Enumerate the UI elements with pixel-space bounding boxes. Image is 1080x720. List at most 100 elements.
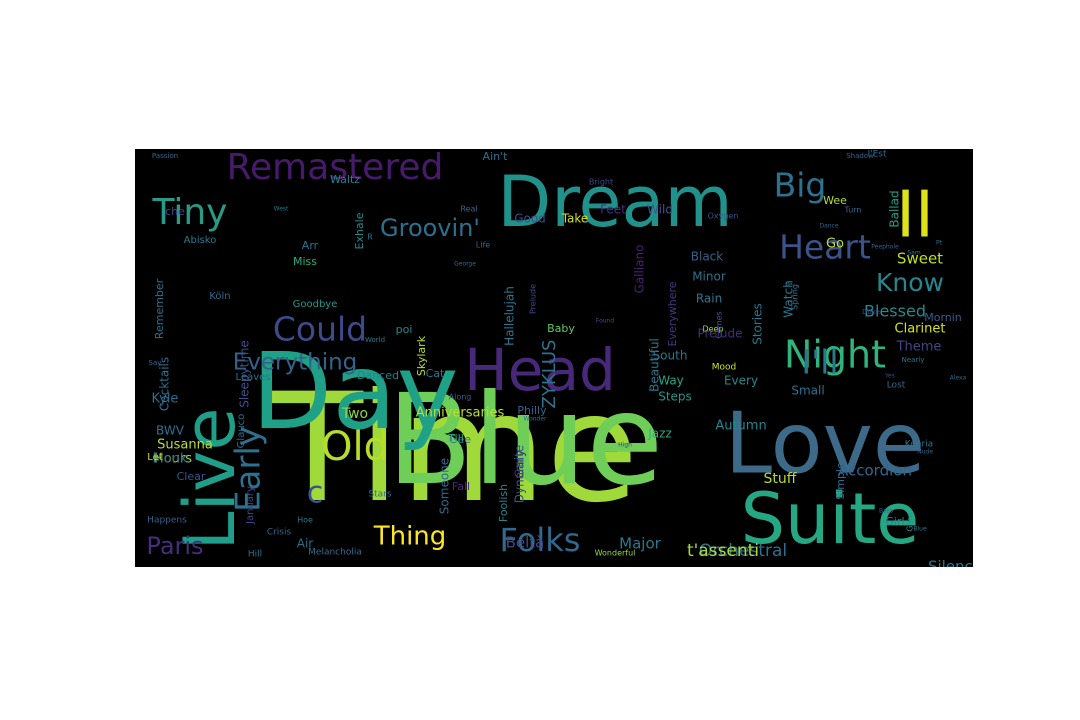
word-cloud-word: Take bbox=[561, 212, 589, 226]
word-cloud-word: Beltà bbox=[506, 534, 545, 552]
word-cloud-word: World bbox=[365, 336, 385, 344]
word-cloud-word: Lost bbox=[887, 381, 906, 391]
word-cloud-word: Stories bbox=[751, 303, 765, 345]
word-cloud-word: Autumn bbox=[715, 419, 766, 434]
word-cloud-word: Goodbye bbox=[293, 299, 338, 310]
word-cloud-word: Small bbox=[791, 384, 824, 398]
word-cloud-word: I'Est bbox=[867, 150, 887, 160]
word-cloud-word: Bass bbox=[879, 508, 893, 515]
word-cloud-word: R bbox=[367, 233, 373, 242]
word-cloud: Time Blue Day Love Live Suite Dream Head II Night… bbox=[135, 149, 973, 567]
word-cloud-word: Simple bbox=[834, 462, 847, 500]
word-cloud-word: Bright bbox=[589, 178, 613, 187]
word-cloud-word: Wee bbox=[823, 194, 847, 207]
word-cloud-word: Old bbox=[321, 424, 389, 470]
word-cloud-word: Hours bbox=[154, 452, 192, 467]
word-cloud-word: Head bbox=[464, 336, 616, 404]
word-cloud-word: Paris bbox=[146, 532, 203, 560]
word-cloud-word: Heart bbox=[779, 228, 871, 267]
word-cloud-word: Live bbox=[169, 408, 251, 551]
word-cloud-word: Suite bbox=[741, 478, 920, 560]
word-cloud-word: Way bbox=[658, 374, 684, 388]
word-cloud-word: Wonderful bbox=[595, 549, 636, 558]
word-cloud-word: Go bbox=[826, 237, 844, 252]
word-cloud-word: Glauco bbox=[236, 414, 247, 449]
word-cloud-word: Folks bbox=[500, 521, 581, 559]
word-cloud-word: Prelude bbox=[697, 327, 742, 341]
word-cloud-word: Clear bbox=[177, 470, 206, 483]
word-cloud-word: Jazz bbox=[647, 427, 672, 441]
word-cloud-word: Thing bbox=[373, 522, 447, 552]
word-cloud-word: Remastered bbox=[227, 149, 444, 188]
word-cloud-word: January bbox=[245, 486, 256, 525]
word-cloud-word: Could bbox=[273, 310, 367, 349]
word-cloud-word: Pt bbox=[936, 240, 943, 247]
word-cloud-word: Arr bbox=[302, 239, 319, 252]
word-cloud-word: Found bbox=[596, 318, 615, 325]
word-cloud-word: Ballad bbox=[888, 190, 902, 227]
word-cloud-word: West bbox=[274, 206, 289, 213]
word-cloud-word: Silence bbox=[928, 558, 973, 568]
word-cloud-word: Exhale bbox=[353, 212, 366, 249]
word-cloud-word: High bbox=[618, 442, 632, 449]
word-cloud-word: c bbox=[307, 476, 324, 511]
word-cloud-word: Leaves bbox=[236, 372, 271, 383]
word-cloud-word: Hoe bbox=[297, 516, 313, 525]
word-cloud-word: Crisis bbox=[267, 528, 292, 538]
word-cloud-word: Philly bbox=[517, 404, 547, 417]
word-cloud-word: George bbox=[454, 261, 476, 268]
word-cloud-word: Know bbox=[876, 268, 944, 297]
word-cloud-word: Accordion bbox=[838, 462, 912, 480]
word-cloud-word: Happens bbox=[147, 516, 187, 526]
word-cloud-word: Miss bbox=[293, 255, 317, 268]
word-cloud-word: Real bbox=[460, 205, 477, 214]
word-cloud-word: Day bbox=[251, 331, 458, 453]
word-cloud-word: Watch bbox=[782, 280, 796, 317]
word-cloud-word: Beautiful bbox=[648, 338, 662, 392]
word-cloud-word: Time bbox=[270, 362, 638, 536]
word-cloud-word: Good bbox=[514, 212, 546, 226]
word-cloud-word: Every bbox=[724, 374, 758, 388]
word-cloud-word: Oxygen bbox=[708, 212, 739, 221]
word-cloud-word: Dream bbox=[497, 161, 732, 243]
word-cloud-word: Remember bbox=[153, 278, 166, 339]
word-cloud-word: Peephole bbox=[871, 244, 899, 251]
word-cloud-word: Foolish bbox=[497, 484, 510, 522]
word-cloud-word: Prelude bbox=[529, 284, 538, 314]
word-cloud-word: Hallelujah bbox=[503, 286, 517, 346]
word-cloud-word: Girl bbox=[885, 515, 904, 528]
word-cloud-word: Sam bbox=[907, 250, 920, 257]
word-cloud-word: Mood bbox=[712, 363, 737, 373]
word-cloud-word: Kenria bbox=[905, 440, 933, 450]
word-cloud-word: che bbox=[165, 205, 185, 218]
word-cloud-word: Gare bbox=[906, 512, 915, 531]
word-cloud-word: Duke bbox=[862, 308, 880, 316]
word-cloud-word: Black bbox=[691, 250, 724, 264]
word-cloud-word: Gee bbox=[449, 433, 471, 446]
word-cloud-word: Nearly bbox=[902, 356, 925, 364]
word-cloud-word: Turn bbox=[844, 206, 862, 215]
word-cloud-word: Waltz bbox=[330, 173, 360, 186]
word-cloud-word: Let bbox=[147, 452, 163, 463]
word-cloud-word: t'assenti bbox=[687, 541, 759, 561]
word-cloud-word: Anniversaries bbox=[416, 406, 505, 421]
word-cloud-word: Cat bbox=[426, 367, 445, 380]
word-cloud-word: Baby bbox=[547, 322, 575, 335]
word-cloud-word: Two bbox=[341, 406, 368, 422]
word-cloud-word: I'll bbox=[801, 343, 838, 382]
word-cloud-word: Mornin bbox=[924, 311, 962, 324]
word-cloud-word: Shadow bbox=[846, 152, 874, 160]
word-cloud-word: Melancholia bbox=[308, 548, 362, 558]
word-cloud-word: Wild bbox=[647, 203, 673, 217]
word-cloud-word: Köln bbox=[209, 291, 230, 302]
word-cloud-word: Rain bbox=[696, 292, 722, 306]
word-cloud-word: Sweet bbox=[897, 250, 943, 268]
word-cloud-word: Sleepytime bbox=[238, 340, 252, 408]
word-cloud-word: Blessed bbox=[864, 302, 926, 321]
word-cloud-word: Gary bbox=[513, 450, 527, 479]
word-cloud-word: Everything bbox=[233, 350, 358, 376]
word-cloud-word: Danced bbox=[357, 369, 399, 382]
word-cloud-word: Kyle bbox=[152, 392, 179, 407]
word-cloud-word: Everywhere bbox=[666, 281, 679, 346]
